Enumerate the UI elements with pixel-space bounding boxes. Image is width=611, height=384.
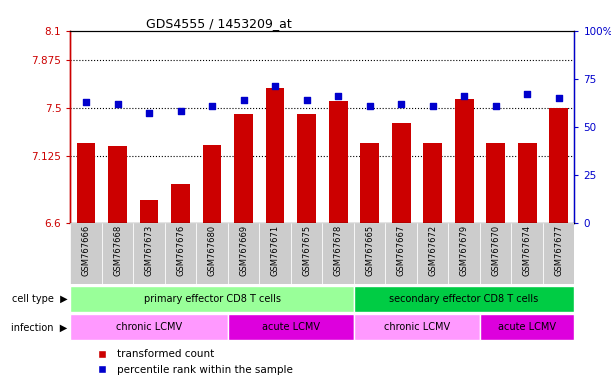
Bar: [139, 200, 158, 223]
Text: GSM767666: GSM767666: [81, 225, 90, 276]
Bar: [455, 99, 474, 223]
Bar: [171, 184, 190, 223]
Point: [554, 95, 563, 101]
Text: GSM767671: GSM767671: [271, 225, 280, 276]
Text: GSM767675: GSM767675: [302, 225, 311, 276]
Bar: [102, 223, 133, 284]
Bar: [486, 143, 505, 223]
Point: [459, 93, 469, 99]
Bar: [323, 223, 354, 284]
Bar: [70, 286, 354, 311]
Text: acute LCMV: acute LCMV: [498, 322, 556, 333]
Bar: [291, 223, 323, 284]
Point: [207, 103, 217, 109]
Text: GSM767674: GSM767674: [522, 225, 532, 276]
Point: [175, 108, 185, 114]
Point: [333, 93, 343, 99]
Bar: [518, 143, 536, 223]
Text: cell type  ▶: cell type ▶: [12, 293, 67, 304]
Bar: [266, 88, 285, 223]
Bar: [203, 145, 221, 223]
Text: GDS4555 / 1453209_at: GDS4555 / 1453209_at: [146, 17, 291, 30]
Text: GSM767672: GSM767672: [428, 225, 437, 276]
Bar: [354, 286, 574, 311]
Bar: [108, 146, 127, 223]
Point: [396, 101, 406, 107]
Bar: [76, 143, 95, 223]
Text: GSM767679: GSM767679: [459, 225, 469, 276]
Bar: [480, 314, 574, 340]
Point: [239, 97, 249, 103]
Bar: [228, 223, 259, 284]
Bar: [360, 143, 379, 223]
Legend: transformed count, percentile rank within the sample: transformed count, percentile rank withi…: [88, 345, 297, 379]
Bar: [297, 114, 316, 223]
Bar: [417, 223, 448, 284]
Text: GSM767665: GSM767665: [365, 225, 374, 276]
Text: infection  ▶: infection ▶: [11, 322, 67, 333]
Point: [428, 103, 437, 109]
Text: GSM767680: GSM767680: [208, 225, 216, 276]
Text: GSM767669: GSM767669: [239, 225, 248, 276]
Bar: [423, 143, 442, 223]
Bar: [228, 314, 354, 340]
Point: [302, 97, 312, 103]
Text: secondary effector CD8 T cells: secondary effector CD8 T cells: [389, 293, 539, 304]
Bar: [354, 223, 386, 284]
Bar: [448, 223, 480, 284]
Text: GSM767670: GSM767670: [491, 225, 500, 276]
Point: [522, 91, 532, 97]
Bar: [234, 114, 253, 223]
Point: [270, 83, 280, 89]
Text: chronic LCMV: chronic LCMV: [384, 322, 450, 333]
Bar: [511, 223, 543, 284]
Bar: [392, 123, 411, 223]
Text: GSM767677: GSM767677: [554, 225, 563, 276]
Point: [365, 103, 375, 109]
Point: [81, 99, 91, 105]
Bar: [165, 223, 196, 284]
Text: GSM767667: GSM767667: [397, 225, 406, 276]
Bar: [259, 223, 291, 284]
Text: chronic LCMV: chronic LCMV: [116, 322, 182, 333]
Point: [491, 103, 500, 109]
Bar: [70, 223, 102, 284]
Text: GSM767668: GSM767668: [113, 225, 122, 276]
Text: GSM767673: GSM767673: [145, 225, 153, 276]
Bar: [543, 223, 574, 284]
Text: primary effector CD8 T cells: primary effector CD8 T cells: [144, 293, 280, 304]
Bar: [329, 101, 348, 223]
Bar: [386, 223, 417, 284]
Bar: [133, 223, 165, 284]
Text: GSM767678: GSM767678: [334, 225, 343, 276]
Text: GSM767676: GSM767676: [176, 225, 185, 276]
Bar: [70, 314, 228, 340]
Bar: [549, 108, 568, 223]
Bar: [480, 223, 511, 284]
Bar: [196, 223, 228, 284]
Bar: [354, 314, 480, 340]
Point: [144, 110, 154, 116]
Point: [112, 101, 122, 107]
Text: acute LCMV: acute LCMV: [262, 322, 320, 333]
